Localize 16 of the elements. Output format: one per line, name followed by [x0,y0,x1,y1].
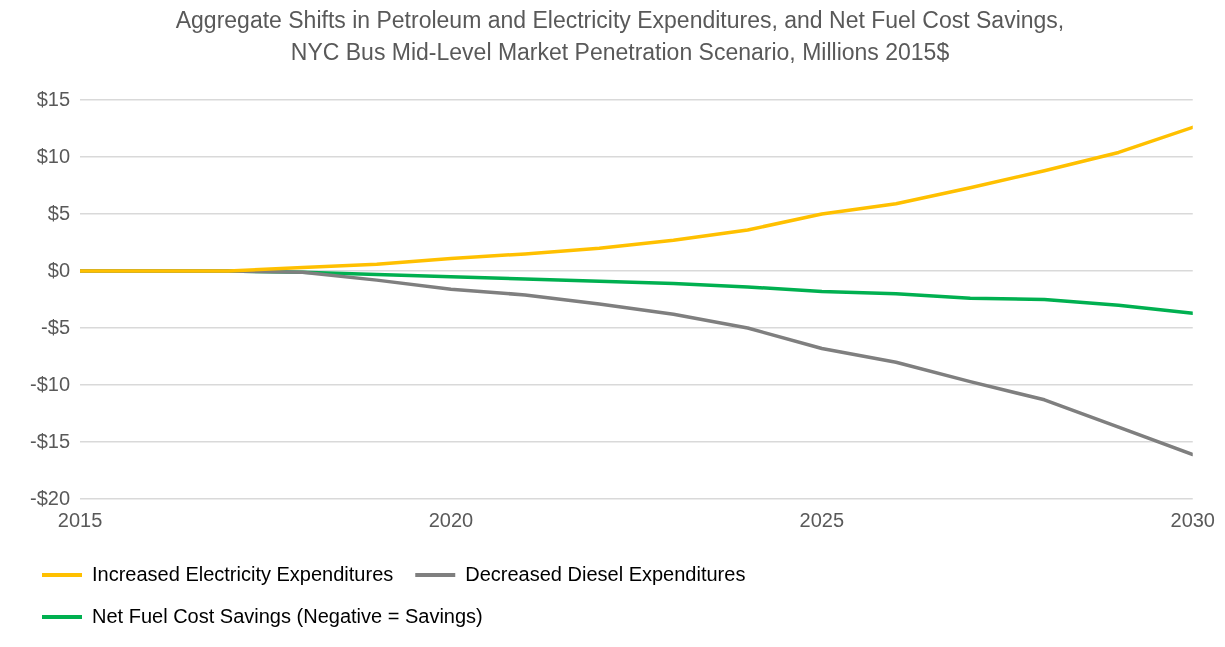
y-tick-label: -$10 [30,372,71,395]
y-tick-label: $0 [47,258,71,281]
x-tick-label: 2025 [799,508,845,531]
chart-title: Aggregate Shifts in Petroleum and Electricity Expenditures, and Net Fuel Cost Savings, NYC Bus Mid-Level Market Penetration Scenario, Millions 2015$ [174,6,1066,67]
y-tick-label: -$15 [30,429,71,452]
legend-label: Increased Electricity Expenditures [92,562,394,585]
x-tick-label: 2015 [57,508,103,531]
x-tick-label: 2020 [428,508,474,531]
y-tick-label: -$20 [30,486,71,509]
x-tick-label: 2030 [1170,508,1215,531]
y-tick-label: $15 [36,87,71,110]
legend-label: Decreased Diesel Expenditures [465,562,746,585]
y-tick-label: $5 [47,201,71,224]
y-tick-label: -$5 [41,315,71,338]
y-tick-label: $10 [36,144,71,167]
legend-label: Net Fuel Cost Savings (Negative = Savings) [92,604,483,627]
